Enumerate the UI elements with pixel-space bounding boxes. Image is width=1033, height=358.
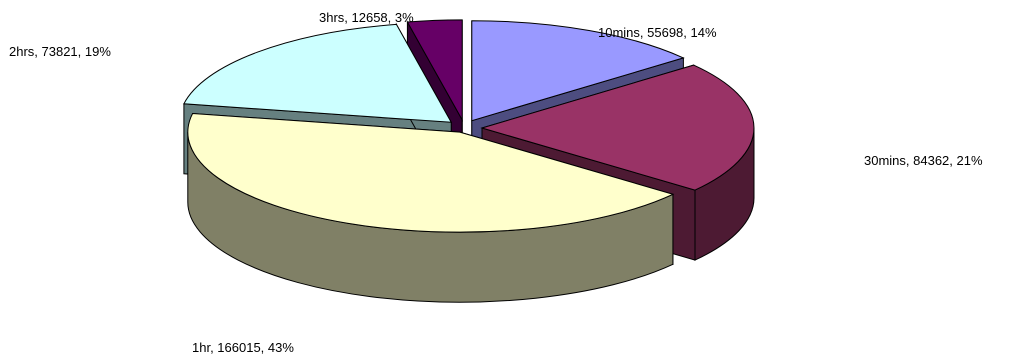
data-label-30mins: 30mins, 84362, 21% [864, 153, 983, 168]
slice-top-1hr [187, 112, 675, 233]
data-label-10mins: 10mins, 55698, 14% [598, 25, 717, 40]
slice-top-3hrs [406, 19, 463, 122]
data-label-2hrs: 2hrs, 73821, 19% [9, 44, 111, 59]
slice-top-2hrs [183, 23, 453, 123]
slice-top-10mins [471, 20, 685, 122]
data-label-3hrs: 3hrs, 12658, 3% [319, 10, 414, 25]
slice-top-30mins [480, 64, 755, 191]
slice-1hr [187, 112, 675, 303]
data-label-1hr: 1hr, 166015, 43% [192, 340, 294, 355]
